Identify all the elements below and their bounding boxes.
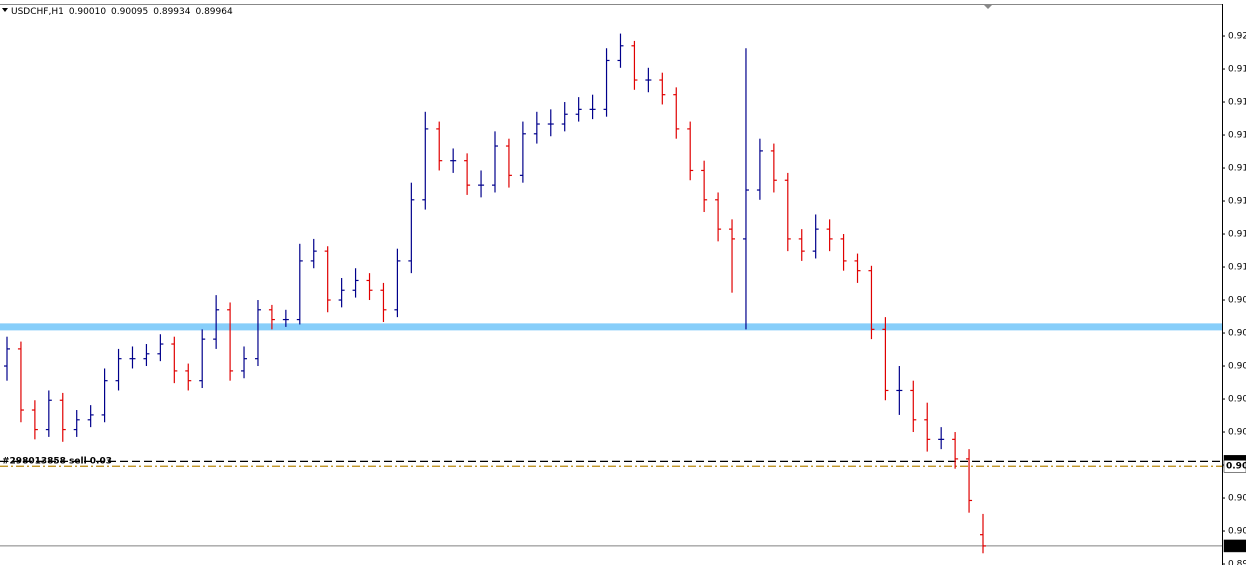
y-tick-label: 0.90: [1228, 329, 1246, 339]
price-box: [1223, 459, 1246, 473]
y-tick-label: 0.90: [1228, 296, 1246, 306]
shift-marker: [983, 4, 993, 9]
chart-header: USDCHF,H1 0.90010 0.90095 0.89934 0.89964: [11, 7, 233, 17]
menu-arrow: [2, 8, 8, 12]
y-tick-label: 0.91: [1228, 65, 1246, 75]
y-tick-label: 0.91: [1228, 98, 1246, 108]
y-tick-label: 0.92: [1228, 32, 1246, 42]
price-box-label: 0.90: [1226, 462, 1246, 472]
y-tick-label: 0.91: [1228, 197, 1246, 207]
quote-value: 0.90010: [69, 7, 106, 17]
price-box-label: 0.89: [1226, 541, 1246, 551]
order-label: #298013858 sell 0.03: [2, 457, 112, 467]
y-tick-label: 0.89: [1228, 560, 1246, 565]
quote-value: 0.89964: [195, 7, 232, 17]
y-tick-label: 0.91: [1228, 230, 1246, 240]
y-tick-label: 0.90: [1228, 494, 1246, 504]
y-tick-label: 0.90: [1228, 428, 1246, 438]
y-tick-label: 0.91: [1228, 164, 1246, 174]
y-tick-label: 0.90: [1228, 362, 1246, 372]
y-tick-label: 0.90: [1228, 527, 1246, 537]
y-tick-label: 0.91: [1228, 131, 1246, 141]
price-box: [1223, 539, 1246, 553]
y-tick-label: 0.91: [1228, 263, 1246, 273]
quote-value: 0.90095: [111, 7, 148, 17]
y-tick-label: 0.90: [1228, 395, 1246, 405]
quote-value: 0.89934: [153, 7, 190, 17]
symbol: USDCHF,H1: [11, 7, 64, 17]
